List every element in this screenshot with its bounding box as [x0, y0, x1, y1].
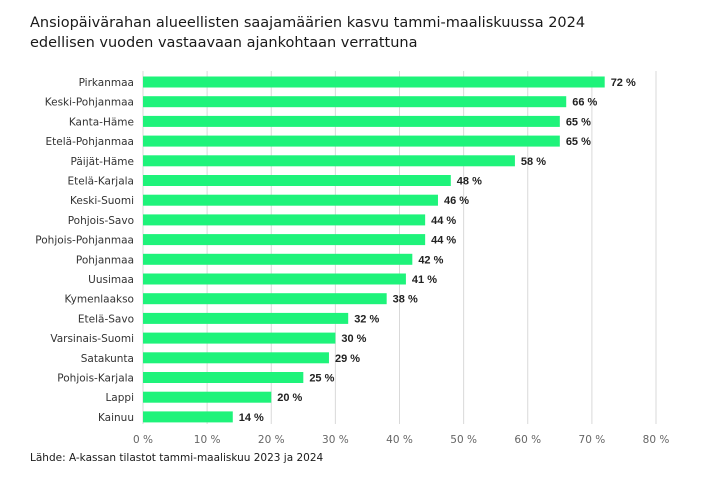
x-tick-label: 50 % [450, 434, 477, 446]
category-label: Pohjois-Pohjanmaa [35, 235, 134, 247]
bar [143, 312, 349, 324]
data-label: 38 % [393, 294, 418, 306]
bar [143, 234, 426, 246]
bar [143, 372, 304, 383]
bar [143, 332, 336, 344]
category-label: Pohjanmaa [76, 254, 134, 266]
category-label: Pohjois-Karjala [57, 373, 134, 385]
bar [143, 96, 567, 108]
category-label: Etelä-Pohjanmaa [46, 136, 135, 148]
bar [143, 293, 387, 305]
data-label: 30 % [341, 333, 366, 345]
x-tick-label: 0 % [133, 434, 153, 446]
bar [143, 411, 233, 423]
bar [143, 175, 451, 186]
bar [143, 352, 329, 364]
data-label: 41 % [412, 274, 437, 286]
bar [143, 115, 560, 127]
chart-title-line-1: Ansiopäivärahan alueellisten saajamäärie… [30, 15, 586, 31]
bar [143, 253, 413, 265]
category-label: Kymenlaakso [65, 294, 134, 306]
category-label: Päijät-Häme [71, 156, 135, 168]
chart-title: Ansiopäivärahan alueellisten saajamäärie… [30, 13, 700, 53]
category-label: Varsinais-Suomi [50, 333, 134, 345]
category-label: Keski-Suomi [70, 195, 134, 207]
category-label: Etelä-Karjala [67, 176, 134, 188]
category-label: Satakunta [81, 353, 134, 365]
chart-title-line-2: edellisen vuoden vastaavaan ajankohtaan … [30, 35, 418, 51]
data-label: 72 % [611, 77, 636, 89]
data-label: 44 % [431, 235, 456, 247]
data-label: 44 % [431, 215, 456, 227]
x-tick-label: 60 % [514, 434, 541, 446]
category-label: Lappi [105, 392, 134, 404]
bar [143, 155, 515, 167]
category-label: Kanta-Häme [69, 116, 134, 128]
bar [143, 214, 426, 226]
x-tick-label: 70 % [579, 434, 606, 446]
data-label: 25 % [309, 373, 334, 385]
data-label: 58 % [521, 156, 546, 168]
category-label: Pohjois-Savo [68, 215, 134, 227]
x-tick-label: 80 % [643, 434, 670, 446]
data-label: 29 % [335, 353, 360, 365]
data-label: 42 % [418, 254, 443, 266]
source-note: Lähde: A-kassan tilastot tammi-maaliskuu… [30, 452, 324, 464]
bar [143, 135, 560, 147]
x-tick-label: 20 % [258, 434, 285, 446]
bar [143, 76, 605, 88]
data-label: 65 % [566, 116, 591, 128]
data-label: 20 % [277, 392, 302, 404]
data-label: 48 % [457, 176, 482, 188]
data-label: 14 % [239, 412, 264, 424]
x-tick-label: 40 % [386, 434, 413, 446]
data-label: 65 % [566, 136, 591, 148]
x-tick-label: 10 % [194, 434, 221, 446]
data-label: 66 % [572, 97, 597, 109]
category-label: Keski-Pohjanmaa [45, 97, 134, 109]
data-label: 32 % [354, 313, 379, 325]
bar [143, 273, 406, 285]
bar [143, 194, 438, 206]
x-tick-label: 30 % [322, 434, 349, 446]
category-label: Etelä-Savo [78, 313, 134, 325]
category-label: Pirkanmaa [79, 77, 134, 89]
bar [143, 391, 272, 403]
category-label: Kainuu [98, 412, 134, 424]
category-label: Uusimaa [88, 274, 134, 286]
data-label: 46 % [444, 195, 469, 207]
